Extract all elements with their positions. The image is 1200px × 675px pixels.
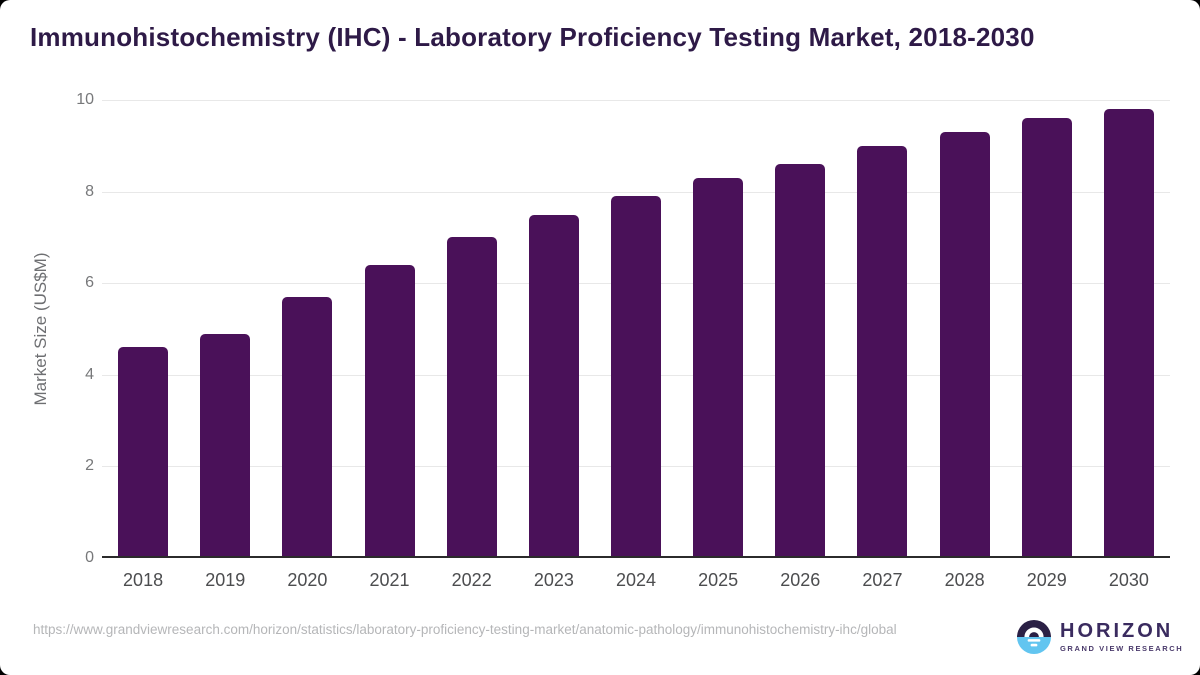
x-tick-label-2024: 2024 [615,570,657,590]
gridline-8 [102,191,1170,193]
y-tick-label-8: 8 [85,182,94,200]
x-tick-label-2025: 2025 [698,570,739,590]
x-tick-label-2021: 2021 [369,570,410,590]
brand-name: HORIZON [1060,620,1174,642]
bar-2025 [693,177,744,556]
plot-area: 0 2 4 6 8 10 2018 2019 2020 2021 2022 2023 2024 2025 2… [76,91,1170,590]
bar-2021 [364,264,415,556]
bar-2026 [775,164,826,556]
bar-2019 [200,333,251,556]
bar-2023 [528,214,579,556]
bar-2018 [118,347,169,556]
y-tick-label-2: 2 [85,457,94,475]
bar-2029 [1021,118,1072,556]
source-url: https://www.grandviewresearch.com/horizo… [33,622,897,637]
brand-text: HORIZON GRAND VIEW RESEARCH [1060,621,1183,653]
bar-2020 [282,296,333,556]
brand-logo: HORIZON GRAND VIEW RESEARCH [1017,620,1183,654]
x-tick-label-2030: 2030 [1108,570,1149,590]
y-tick-label-6: 6 [85,274,94,292]
y-tick-label-0: 0 [85,549,94,566]
x-tick-label-2019: 2019 [205,570,246,590]
y-axis-title: Market Size (US$M) [31,252,50,406]
bar-2028 [939,132,990,556]
y-tick-label-10: 10 [76,91,94,108]
x-tick-label-2028: 2028 [944,570,985,590]
bar-2024 [611,196,661,556]
x-tick-label-2020: 2020 [287,570,328,590]
bar-2022 [446,237,497,556]
x-tick-label-2023: 2023 [533,570,574,590]
x-axis-line [102,556,1170,558]
brand-subtitle: GRAND VIEW RESEARCH [1060,644,1184,653]
bar-2030 [1103,109,1154,556]
x-tick-label-2027: 2027 [862,570,903,590]
horizon-logo-icon [1017,620,1051,654]
gridline-10 [102,100,1170,101]
x-tick-label-2026: 2026 [780,570,821,590]
x-tick-label-2029: 2029 [1026,570,1067,590]
chart-title: Immunohistochemistry (IHC) - Laboratory … [30,22,1035,52]
x-tick-label-2022: 2022 [451,570,492,590]
x-tick-label-2018: 2018 [123,570,164,590]
bar-2027 [857,145,908,556]
y-tick-label-4: 4 [85,365,94,383]
